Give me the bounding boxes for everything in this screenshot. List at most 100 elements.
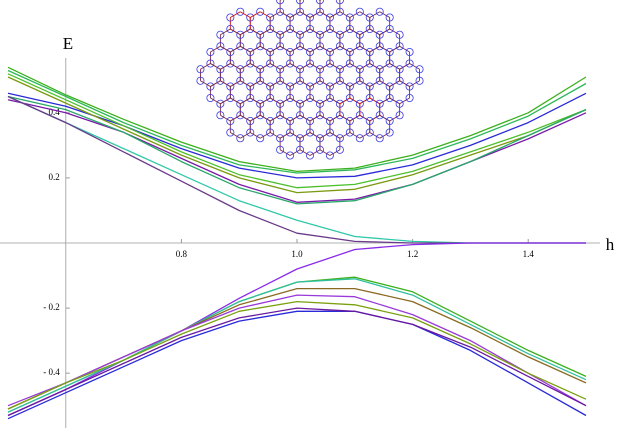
lattice-site — [266, 128, 275, 137]
lattice-bond — [200, 63, 211, 70]
x-tick-label: 1.0 — [291, 249, 303, 259]
x-axis-label: h — [606, 235, 615, 254]
lattice-bond — [259, 45, 271, 53]
lattice-site — [296, 30, 305, 39]
lattice-site — [276, 134, 285, 143]
series-line — [7, 73, 587, 189]
lattice-bond — [349, 28, 361, 36]
lattice-site — [305, 94, 314, 103]
lattice-bond — [309, 114, 321, 122]
lattice-site — [335, 0, 344, 5]
lattice-site — [315, 145, 324, 154]
lattice-site — [355, 7, 364, 16]
lattice-bond — [359, 114, 370, 122]
lattice-site — [315, 42, 324, 51]
lattice-bond — [369, 97, 380, 105]
lattice-site — [236, 111, 245, 120]
lattice-bond — [289, 63, 301, 70]
lattice-site — [365, 24, 374, 33]
lattice-site — [375, 99, 384, 108]
lattice-site — [335, 99, 344, 108]
lattice-site — [276, 0, 285, 5]
x-tick-label: 1.2 — [407, 249, 418, 259]
lattice-site — [226, 59, 235, 68]
lattice-bond — [379, 114, 390, 122]
lattice-site — [296, 42, 305, 51]
lattice-site — [276, 145, 285, 154]
lattice-bond — [250, 114, 261, 122]
lattice-bond — [289, 11, 301, 18]
lattice-site — [395, 99, 404, 108]
lattice-site — [296, 145, 305, 154]
lattice-bond — [369, 11, 380, 18]
lattice-bond — [220, 63, 231, 70]
lattice-site — [286, 82, 295, 91]
lattice-bond — [329, 11, 341, 18]
lattice-site — [266, 48, 275, 57]
lattice-bond — [319, 28, 331, 36]
lattice-site — [246, 94, 255, 103]
lattice-bond — [389, 28, 400, 36]
lattice-bond — [269, 97, 281, 105]
lattice-bond — [279, 132, 291, 139]
lattice-bond — [299, 80, 311, 87]
lattice-site — [345, 82, 354, 91]
lattice-bond — [329, 45, 341, 53]
lattice-bond — [329, 80, 341, 87]
lattice-bond — [230, 28, 241, 36]
lattice-site — [216, 42, 225, 51]
lattice-bond — [359, 132, 370, 139]
lattice-bond — [269, 132, 281, 139]
lattice-site — [355, 76, 364, 85]
lattice-bond — [279, 63, 291, 70]
lattice-site — [355, 134, 364, 143]
lattice-bond — [339, 132, 351, 139]
lattice-site — [405, 94, 414, 103]
lattice-bond — [240, 114, 251, 122]
lattice-site — [246, 117, 255, 126]
lattice-bond — [349, 45, 361, 53]
lattice-site — [256, 134, 265, 143]
lattice-site — [266, 59, 275, 68]
lattice-bond — [359, 45, 370, 53]
x-tick-label: 0.8 — [176, 249, 188, 259]
lattice-bond — [379, 28, 390, 36]
lattice-bond — [379, 45, 390, 53]
lattice-bond — [250, 97, 261, 105]
lattice-bond — [359, 11, 370, 18]
lattice-site — [415, 76, 424, 85]
lattice-bond — [210, 45, 221, 53]
lattice-site — [375, 76, 384, 85]
lattice-bond — [319, 11, 331, 18]
lattice-bond — [220, 28, 231, 36]
lattice-site — [216, 111, 225, 120]
lattice-bond — [349, 97, 361, 105]
lattice-bond — [349, 114, 361, 122]
lattice-bond — [309, 149, 321, 156]
lattice-bond — [279, 97, 291, 105]
lattice-bond — [309, 80, 321, 87]
lattice-bond — [309, 45, 321, 53]
lattice-bond — [319, 80, 331, 87]
series-line — [7, 276, 587, 413]
y-tick-label: - 0.2 — [43, 302, 60, 312]
lattice-site — [335, 145, 344, 154]
lattice-site — [395, 42, 404, 51]
lattice-site — [325, 13, 334, 22]
lattice-bond — [329, 28, 341, 36]
lattice-site — [236, 7, 245, 16]
lattice-bond — [369, 63, 380, 70]
lattice-bond — [359, 63, 370, 70]
lattice-site — [305, 24, 314, 33]
lattice-site — [296, 111, 305, 120]
lattice-site — [405, 48, 414, 57]
lattice-site — [266, 117, 275, 126]
lattice-bond — [259, 28, 271, 36]
lattice-bond — [289, 132, 301, 139]
lattice-bond — [210, 80, 221, 87]
lattice-bond — [299, 132, 311, 139]
lattice-bond — [379, 11, 390, 18]
lattice-site — [385, 24, 394, 33]
lattice-bond — [220, 97, 231, 105]
